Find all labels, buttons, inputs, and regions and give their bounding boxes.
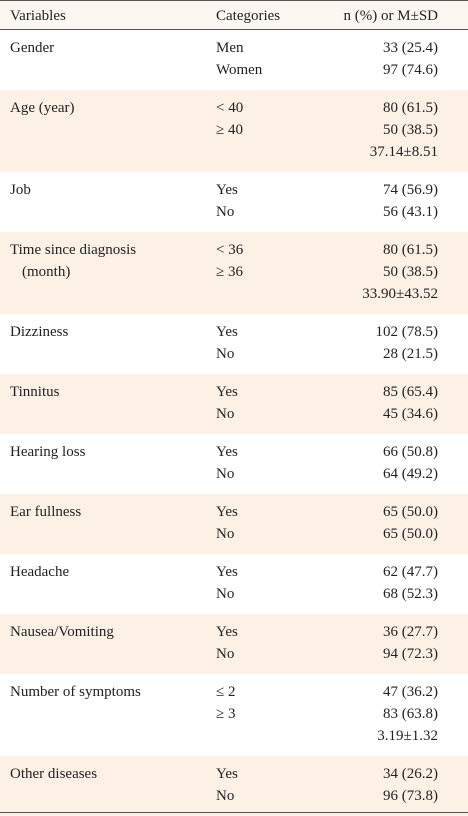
variable-cell: Other diseases bbox=[10, 766, 98, 782]
variable-cell: Ear fullness bbox=[10, 504, 82, 520]
row-group: Hearing loss Yes 66 (50.8) No 64 (49.2) bbox=[0, 434, 468, 494]
bottom-rule bbox=[0, 812, 468, 813]
category-cell: Yes bbox=[216, 384, 238, 400]
value-cell: 50 (38.5) bbox=[383, 264, 438, 280]
value-cell: 74 (56.9) bbox=[383, 182, 438, 198]
category-cell: No bbox=[216, 204, 235, 220]
value-cell: 64 (49.2) bbox=[383, 466, 438, 482]
category-cell: No bbox=[216, 346, 235, 362]
value-cell: 97 (74.6) bbox=[383, 62, 438, 78]
category-cell: No bbox=[216, 788, 235, 804]
category-cell: Yes bbox=[216, 182, 238, 198]
row-group: Gender Men 33 (25.4) Women 97 (74.6) bbox=[0, 30, 468, 90]
row-group: Tinnitus Yes 85 (65.4) No 45 (34.6) bbox=[0, 374, 468, 434]
category-cell: No bbox=[216, 466, 235, 482]
value-cell: 28 (21.5) bbox=[383, 346, 438, 362]
value-cell: 83 (63.8) bbox=[383, 706, 438, 722]
value-cell: 102 (78.5) bbox=[375, 324, 439, 340]
category-cell: ≥ 36 bbox=[216, 264, 243, 280]
value-cell: 45 (34.6) bbox=[383, 406, 438, 422]
value-cell: 85 (65.4) bbox=[383, 384, 438, 400]
header-row: Variables Categories n (%) or M±SD bbox=[0, 0, 468, 30]
variable-cell: Tinnitus bbox=[10, 384, 60, 400]
value-cell: 65 (50.0) bbox=[383, 504, 438, 520]
category-cell: No bbox=[216, 646, 235, 662]
category-cell: Yes bbox=[216, 624, 238, 640]
value-cell: 36 (27.7) bbox=[383, 624, 438, 640]
value-cell: 62 (47.7) bbox=[383, 564, 438, 580]
row-group: Job Yes 74 (56.9) No 56 (43.1) bbox=[0, 172, 468, 232]
value-cell: 33 (25.4) bbox=[383, 40, 438, 56]
category-cell: Men bbox=[216, 40, 244, 56]
variable-cell: Dizziness bbox=[10, 324, 69, 340]
category-cell: < 36 bbox=[216, 242, 244, 258]
category-cell: No bbox=[216, 586, 235, 602]
row-group: Number of symptoms ≤ 2 47 (36.2) ≥ 3 83 (63.… bbox=[0, 674, 468, 756]
variable-cell: (month) bbox=[22, 264, 71, 280]
value-cell: 65 (50.0) bbox=[383, 526, 438, 542]
variable-cell: Number of symptoms bbox=[10, 684, 141, 700]
row-group: Time since diagnosis (month) < 36 80 (61.5)… bbox=[0, 232, 468, 314]
variable-cell: Time since diagnosis bbox=[10, 242, 137, 258]
category-cell: Yes bbox=[216, 564, 238, 580]
row-group: Dizziness Yes 102 (78.5) No 28 (21.5) bbox=[0, 314, 468, 374]
variable-cell: Hearing loss bbox=[10, 444, 86, 460]
value-cell: 37.14±8.51 bbox=[369, 144, 438, 160]
value-cell: 80 (61.5) bbox=[383, 100, 438, 116]
value-cell: 68 (52.3) bbox=[383, 586, 438, 602]
header-cell: n (%) or M±SD bbox=[343, 8, 438, 24]
header-cell: Categories bbox=[216, 8, 281, 24]
category-cell: ≥ 40 bbox=[216, 122, 243, 138]
value-cell: 3.19±1.32 bbox=[377, 728, 438, 744]
row-group: Age (year) < 40 80 (61.5) ≥ 40 50 (38.5) 37.1… bbox=[0, 90, 468, 172]
category-cell: Yes bbox=[216, 324, 238, 340]
value-cell: 50 (38.5) bbox=[383, 122, 438, 138]
value-cell: 96 (73.8) bbox=[383, 788, 438, 804]
category-cell: No bbox=[216, 526, 235, 542]
value-cell: 34 (26.2) bbox=[383, 766, 438, 782]
row-group: Other diseases Yes 34 (26.2) No 96 (73.8) bbox=[0, 756, 468, 816]
value-cell: 80 (61.5) bbox=[383, 242, 438, 258]
value-cell: 56 (43.1) bbox=[383, 204, 438, 220]
variable-cell: Age (year) bbox=[10, 100, 75, 116]
value-cell: 33.90±43.52 bbox=[362, 286, 438, 302]
category-cell: Yes bbox=[216, 504, 238, 520]
variable-cell: Job bbox=[10, 182, 31, 198]
category-cell: No bbox=[216, 406, 235, 422]
value-cell: 47 (36.2) bbox=[383, 684, 438, 700]
row-group: Nausea/Vomiting Yes 36 (27.7) No 94 (72.3) bbox=[0, 614, 468, 674]
category-cell: ≥ 3 bbox=[216, 706, 236, 722]
row-group: Headache Yes 62 (47.7) No 68 (52.3) bbox=[0, 554, 468, 614]
variable-cell: Nausea/Vomiting bbox=[10, 624, 114, 640]
category-cell: ≤ 2 bbox=[216, 684, 236, 700]
variable-cell: Gender bbox=[10, 40, 55, 56]
category-cell: Women bbox=[216, 62, 263, 78]
category-cell: Yes bbox=[216, 766, 238, 782]
value-cell: 66 (50.8) bbox=[383, 444, 438, 460]
variable-cell: Headache bbox=[10, 564, 70, 580]
category-cell: < 40 bbox=[216, 100, 244, 116]
category-cell: Yes bbox=[216, 444, 238, 460]
header-cell: Variables bbox=[10, 8, 66, 24]
value-cell: 94 (72.3) bbox=[383, 646, 438, 662]
row-group: Ear fullness Yes 65 (50.0) No 65 (50.0) bbox=[0, 494, 468, 554]
